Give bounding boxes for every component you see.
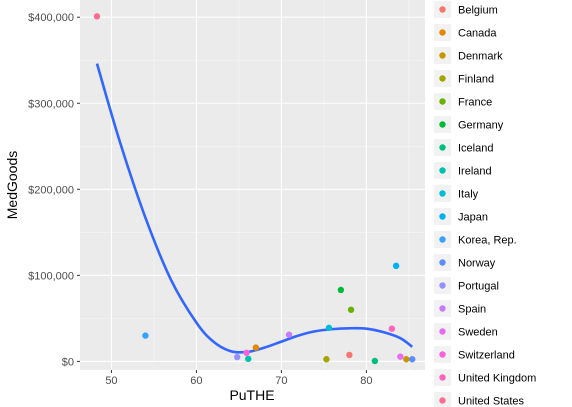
point-norway xyxy=(409,356,416,363)
legend-swatch-denmark xyxy=(439,52,446,59)
point-sweden xyxy=(397,353,404,360)
legend-swatch-korea-rep xyxy=(439,236,446,243)
x-axis: 50 60 70 80 xyxy=(105,370,372,387)
smooth-line-path xyxy=(95,63,414,354)
point-italy xyxy=(325,324,333,332)
point-united-kingdom xyxy=(388,325,396,332)
point-korea-rep xyxy=(142,332,149,339)
legend-swatch-france xyxy=(439,98,446,105)
x-axis-title: PuTHE xyxy=(229,387,274,403)
point-denmark xyxy=(403,356,410,363)
legend-label-belgium: Belgium xyxy=(458,5,498,17)
plot-panel xyxy=(80,0,425,370)
point-iceland xyxy=(371,357,379,365)
legend-label-germany: Germany xyxy=(458,120,504,132)
minor-grid xyxy=(80,0,425,370)
legend-label-united-states: United States xyxy=(458,396,525,407)
legend-label-finland: Finland xyxy=(458,74,494,86)
major-grid xyxy=(80,0,425,370)
legend-label-ireland: Ireland xyxy=(458,166,492,178)
legend-swatch-switzerland xyxy=(439,351,446,358)
legend-swatch-japan xyxy=(439,213,446,220)
legend-swatch-portugal xyxy=(439,282,446,289)
point-france xyxy=(347,306,355,313)
point-spain xyxy=(285,331,293,338)
x-tick-label: 60 xyxy=(190,375,202,387)
legend-label-denmark: Denmark xyxy=(458,51,503,63)
legend-label-japan: Japan xyxy=(458,212,488,224)
y-tick-label: $100,000 xyxy=(28,270,74,282)
y-axis-title: MedGoods xyxy=(4,151,20,219)
point-canada xyxy=(252,344,260,351)
legend-swatch-sweden xyxy=(439,328,446,335)
legend-swatch-canada xyxy=(439,29,446,36)
x-tick-label: 70 xyxy=(275,375,287,387)
legend-swatch-spain xyxy=(439,305,446,312)
legend-label-norway: Norway xyxy=(458,258,496,270)
legend-swatch-norway xyxy=(439,259,446,266)
legend-swatch-united-states xyxy=(439,397,446,404)
y-tick-label: $300,000 xyxy=(28,98,74,110)
legend: Belgium Canada Denmark Finland France Germany… xyxy=(434,1,536,407)
legend-label-korea-rep: Korea, Rep. xyxy=(458,235,517,247)
point-united-states xyxy=(93,13,101,20)
smooth-trend-line xyxy=(95,63,414,354)
legend-label-portugal: Portugal xyxy=(458,281,499,293)
point-switzerland xyxy=(243,349,250,356)
legend-swatch-united-kingdom xyxy=(439,374,446,381)
legend-label-spain: Spain xyxy=(458,304,486,316)
point-portugal xyxy=(234,353,241,361)
point-belgium xyxy=(346,351,353,359)
y-tick-label: $200,000 xyxy=(28,184,74,196)
legend-swatch-belgium xyxy=(439,6,446,13)
legend-label-sweden: Sweden xyxy=(458,327,498,339)
legend-swatch-ireland xyxy=(439,167,446,174)
legend-label-canada: Canada xyxy=(458,28,497,40)
y-axis: $0 $100,000 $200,000 $300,000 $400,000 xyxy=(28,12,80,368)
point-japan xyxy=(392,262,400,270)
legend-swatch-iceland xyxy=(439,144,446,151)
x-tick-label: 80 xyxy=(360,375,372,387)
point-germany xyxy=(337,286,345,294)
legend-label-switzerland: Switzerland xyxy=(458,350,515,362)
legend-label-france: France xyxy=(458,97,492,109)
legend-swatch-germany xyxy=(439,121,446,128)
data-points xyxy=(93,13,416,365)
legend-swatch-finland xyxy=(439,75,446,82)
legend-swatch-italy xyxy=(439,190,446,197)
legend-label-iceland: Iceland xyxy=(458,143,493,155)
y-tick-label: $0 xyxy=(62,356,74,368)
y-tick-label: $400,000 xyxy=(28,12,74,24)
legend-label-united-kingdom: United Kingdom xyxy=(458,373,536,385)
x-tick-label: 50 xyxy=(105,375,117,387)
legend-label-italy: Italy xyxy=(458,189,479,201)
point-finland xyxy=(323,356,330,363)
point-ireland xyxy=(245,355,252,363)
